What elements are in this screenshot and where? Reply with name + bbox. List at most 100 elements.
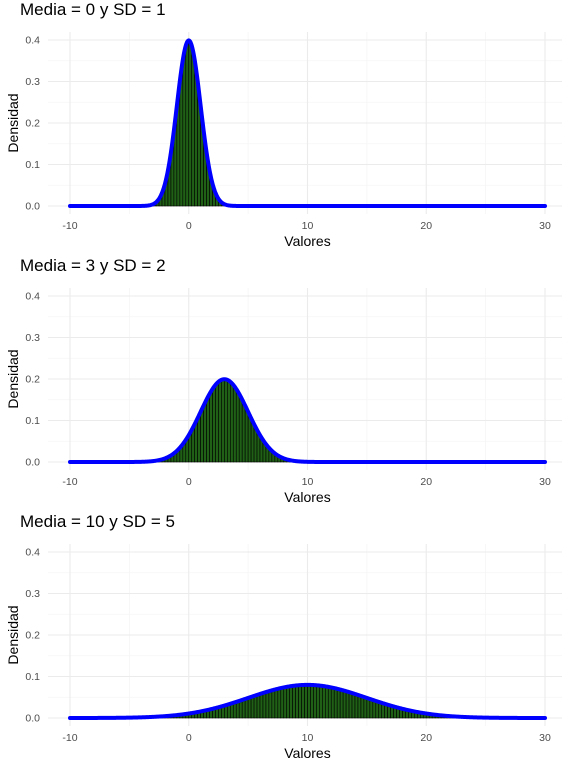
y-tick-label: 0.3 — [25, 588, 40, 600]
histogram-bar — [372, 700, 377, 719]
histogram-bar — [274, 688, 279, 719]
y-tick-label: 0.2 — [25, 374, 40, 386]
density-line — [68, 38, 547, 208]
y-tick-label: 0.2 — [25, 118, 40, 130]
histogram-bar — [224, 379, 228, 463]
x-axis-title: Valores — [284, 745, 330, 761]
x-tick-label: 0 — [186, 476, 192, 488]
x-tick-label: 0 — [186, 732, 192, 744]
histogram-bar — [191, 51, 195, 207]
histogram-bar — [206, 396, 210, 463]
histogram-bar — [244, 408, 249, 463]
y-tick-label: 0.4 — [25, 35, 40, 47]
histogram-bar — [235, 701, 240, 719]
x-tick-label: 10 — [302, 476, 314, 488]
histogram-bar — [200, 408, 204, 463]
histogram-bar — [230, 382, 234, 463]
histogram-bar — [277, 688, 282, 719]
x-tick-label: 20 — [420, 476, 432, 488]
x-tick-label: 20 — [420, 220, 432, 232]
histogram-bar — [235, 391, 240, 463]
histogram-bar — [212, 386, 216, 463]
chart-panel: 0.0 0.1 0.2 0.3 0.4 -10 0 10 20 30 Valores Densidad… — [0, 256, 576, 512]
histogram-bar — [330, 687, 335, 719]
density-line — [68, 377, 547, 464]
histogram-bar — [244, 698, 249, 719]
histogram-bar — [357, 695, 362, 719]
histogram-bar — [333, 688, 338, 719]
histogram-bar — [316, 685, 320, 719]
chart-panel: 0.0 0.1 0.2 0.3 0.4 -10 0 10 20 30 Valores Densidad… — [0, 512, 576, 768]
histogram-bar — [232, 386, 237, 463]
x-tick-label: 30 — [539, 732, 551, 744]
y-tick-label: 0.3 — [25, 332, 40, 344]
histogram-bar — [253, 695, 258, 719]
histogram-bar — [313, 684, 317, 719]
chart-svg: 0.0 0.1 0.2 0.3 0.4 -10 0 10 20 30 Valores Densidad — [5, 288, 562, 505]
histogram-bar — [218, 380, 222, 463]
histogram-bar — [327, 686, 332, 719]
x-tick-label: -10 — [62, 220, 77, 232]
x-tick-label: 10 — [302, 732, 314, 744]
histogram-bar — [310, 684, 314, 719]
histogram-bar — [241, 402, 246, 463]
y-tick-label: 0.0 — [25, 201, 40, 213]
histogram-bar — [247, 697, 252, 719]
x-tick-label: -10 — [62, 476, 77, 488]
histogram-bar — [209, 391, 213, 463]
histogram-bar — [339, 689, 344, 719]
chart-svg: 0.0 0.1 0.2 0.3 0.4 -10 0 10 20 30 Valores Densidad — [5, 32, 562, 249]
histogram-bar — [238, 396, 243, 463]
histogram-bar — [271, 689, 276, 719]
histogram-bar — [259, 693, 264, 719]
chart-svg: 0.0 0.1 0.2 0.3 0.4 -10 0 10 20 30 Valores Densidad — [5, 544, 562, 761]
y-tick-label: 0.1 — [25, 671, 40, 683]
histogram-bar — [298, 684, 302, 719]
chart-title: Media = 3 y SD = 2 — [20, 256, 166, 275]
histogram-bar — [295, 685, 299, 719]
histogram-bar — [268, 690, 273, 719]
histogram-bar — [265, 691, 270, 719]
y-tick-label: 0.1 — [25, 159, 40, 171]
histogram-bar — [292, 685, 296, 719]
histogram-bar — [280, 687, 285, 719]
histogram-bar — [375, 701, 380, 719]
x-axis-title: Valores — [284, 233, 330, 249]
y-axis-title: Densidad — [5, 605, 21, 664]
histogram-bar — [188, 41, 193, 207]
y-tick-label: 0.2 — [25, 630, 40, 642]
chart-panel: 0.0 0.1 0.2 0.3 0.4 -10 0 10 20 30 Valores Densidad… — [0, 0, 576, 256]
histogram-bar — [360, 696, 365, 719]
x-tick-label: 0 — [186, 220, 192, 232]
histogram-bar — [366, 698, 371, 719]
x-tick-label: -10 — [62, 732, 77, 744]
y-tick-label: 0.3 — [25, 76, 40, 88]
y-tick-label: 0.4 — [25, 547, 40, 559]
histogram-bar — [185, 41, 190, 207]
y-tick-label: 0.0 — [25, 713, 40, 725]
chart-title: Media = 10 y SD = 5 — [20, 512, 175, 531]
histogram-bar — [369, 699, 374, 719]
histogram-bar — [283, 686, 288, 719]
y-axis-title: Densidad — [5, 349, 21, 408]
histogram-bar — [319, 685, 323, 719]
x-tick-label: 20 — [420, 732, 432, 744]
histogram-bar — [354, 694, 359, 719]
x-axis-title: Valores — [284, 489, 330, 505]
histogram-bar — [256, 694, 261, 719]
histogram-bar — [325, 686, 329, 719]
chart-title: Media = 0 y SD = 1 — [20, 0, 166, 19]
histogram-bar — [286, 686, 290, 719]
histogram-bar — [351, 693, 356, 719]
y-tick-label: 0.4 — [25, 291, 40, 303]
histogram-bar — [363, 697, 368, 719]
histogram-bar — [342, 690, 347, 719]
x-tick-label: 30 — [539, 220, 551, 232]
histogram-bar — [238, 700, 243, 719]
density-line — [68, 682, 547, 720]
y-tick-label: 0.0 — [25, 457, 40, 469]
x-tick-label: 30 — [539, 476, 551, 488]
histogram-bar — [197, 414, 201, 463]
histogram-bar — [304, 684, 308, 719]
